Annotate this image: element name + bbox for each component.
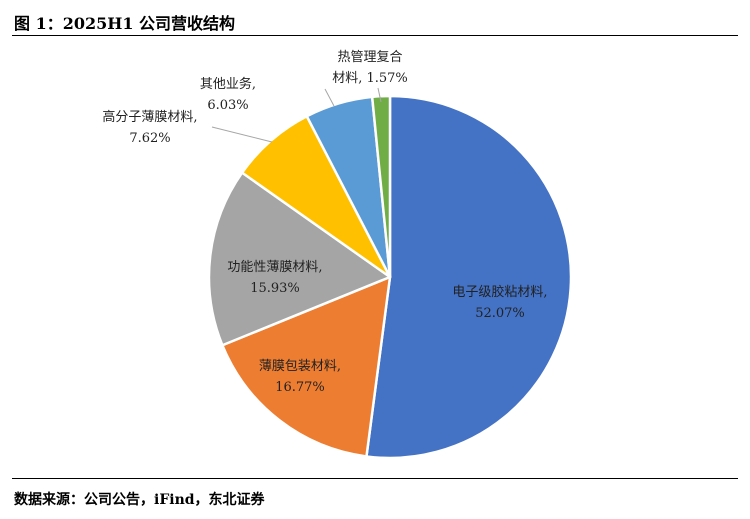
leader-line-6 bbox=[377, 87, 382, 103]
leader-line-4 bbox=[211, 126, 273, 143]
data-label-2: 薄膜包装材料, 16.77% bbox=[259, 359, 341, 395]
pie-slice-2 bbox=[221, 275, 392, 458]
source-rule bbox=[12, 478, 738, 479]
data-label-6: 热管理复合材料, 1.57% bbox=[332, 50, 408, 86]
pie-slice-1 bbox=[365, 94, 573, 460]
pie-slice-3 bbox=[207, 171, 392, 347]
source-note: 数据来源：公司公告，iFind，东北证券 bbox=[14, 492, 265, 508]
title-rule bbox=[12, 35, 738, 36]
figure-title: 图 1：2025H1 公司营收结构 bbox=[14, 14, 236, 33]
data-label-5: 其他业务, 6.03% bbox=[200, 76, 256, 113]
data-label-1: 电子级胶粘材料, 52.07% bbox=[452, 284, 547, 321]
pie-slice-6 bbox=[370, 94, 392, 279]
data-label-3: 功能性薄膜材料, 15.93% bbox=[227, 260, 322, 296]
data-label-4: 高分子薄膜材料, 7.62% bbox=[102, 109, 197, 146]
leader-line-5 bbox=[324, 88, 335, 107]
